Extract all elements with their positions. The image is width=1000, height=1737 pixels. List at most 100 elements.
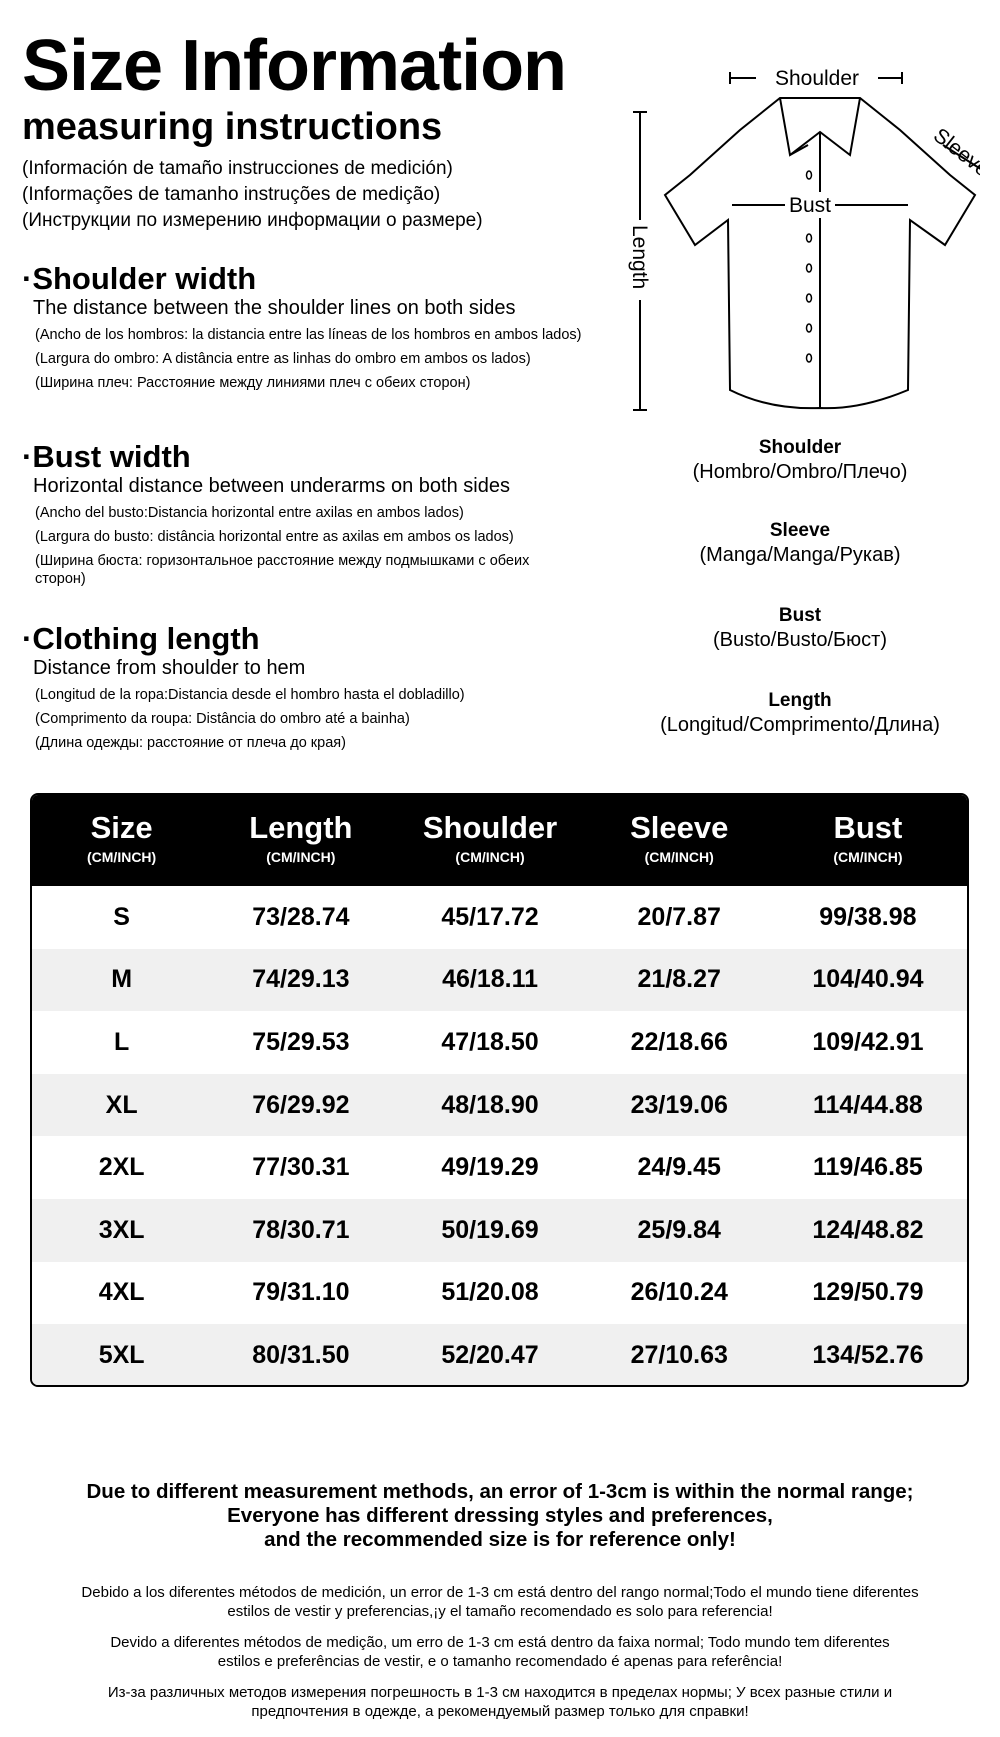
footer-bold: Due to different measurement methods, an…	[40, 1480, 960, 1552]
table-cell: 134/52.76	[812, 1340, 924, 1369]
table-cell: 24/9.45	[637, 1153, 721, 1182]
footer-bold-line: Due to different measurement methods, an…	[86, 1480, 914, 1503]
table-cell: 26/10.24	[630, 1278, 728, 1307]
column-header: Length (CM/INCH)	[211, 795, 390, 886]
footer-note-ru: Из-за различных методов измерения погреш…	[107, 1684, 893, 1720]
column-unit: (CM/INCH)	[455, 849, 525, 866]
section-heading: ·Shoulder width	[22, 261, 257, 296]
size-table: Size (CM/INCH) Length (CM/INCH) Shoulder (CM/…	[30, 793, 969, 1387]
column-header: Sleeve (CM/INCH)	[590, 795, 769, 886]
table-cell: 73/28.74	[252, 902, 350, 931]
page-subtitle: measuring instructions	[22, 106, 443, 148]
table-cell: S	[113, 902, 130, 931]
table-cell: 21/8.27	[637, 965, 721, 994]
table-cell: XL	[105, 1090, 138, 1119]
legend-shoulder: Shoulder (Hombro/Ombro/Плечо)	[650, 435, 950, 484]
diagram-shoulder-label: Shoulder	[775, 67, 859, 90]
column-name: Bust	[833, 810, 903, 845]
column-name: Sleeve	[630, 810, 729, 845]
table-cell: 50/19.69	[441, 1215, 539, 1244]
column-unit: (CM/INCH)	[644, 849, 714, 866]
table-cell: 4XL	[98, 1278, 145, 1307]
legend-term: Sleeve	[769, 520, 831, 541]
table-cell: 74/29.13	[252, 965, 350, 994]
diagram-length-label: Length	[628, 225, 651, 289]
legend-term: Length	[768, 690, 832, 711]
diagram-sleeve-label: Sleeve	[929, 124, 980, 182]
table-row: M 74/29.13 46/18.11 21/8.27 104/40.94	[32, 948, 967, 1012]
footer-note-pt: Devido a diferentes métodos de medição, …	[110, 1634, 890, 1670]
table-cell: 5XL	[98, 1340, 145, 1369]
legend-trans: (Longitud/Comprimento/Длина)	[660, 713, 940, 736]
table-cell: 25/9.84	[637, 1215, 721, 1244]
table-cell: 3XL	[98, 1215, 145, 1244]
table-header: Size (CM/INCH) Length (CM/INCH) Shoulder (CM/…	[32, 795, 967, 886]
section-desc: Distance from shoulder to hem	[33, 657, 306, 680]
column-name: Length	[249, 810, 353, 845]
table-cell: 52/20.47	[441, 1340, 539, 1369]
legend-trans: (Manga/Manga/Рукав)	[699, 543, 901, 566]
table-cell: 104/40.94	[812, 965, 924, 994]
legend-trans: (Hombro/Ombro/Плечо)	[692, 460, 908, 483]
table-cell: M	[111, 965, 133, 994]
table-cell: 46/18.11	[442, 965, 538, 994]
table-row: L 75/29.53 47/18.50 22/18.66 109/42.91	[32, 1011, 967, 1074]
table-cell: 2XL	[98, 1153, 145, 1182]
table-cell: 48/18.90	[441, 1090, 539, 1119]
table-cell: 49/19.29	[441, 1153, 539, 1182]
table-cell: 78/30.71	[252, 1215, 350, 1244]
table-cell: 45/17.72	[441, 902, 539, 931]
table-cell: L	[113, 1027, 130, 1056]
section-note: (Comprimento da roupa: Distância do ombr…	[35, 711, 410, 728]
legend-trans: (Busto/Busto/Бюст)	[712, 628, 887, 651]
table-cell: 114/44.88	[813, 1090, 923, 1119]
section-note: (Длина одежды: расстояние от плеча до кр…	[35, 735, 346, 752]
column-unit: (CM/INCH)	[833, 849, 903, 866]
diagram-bust-label: Bust	[789, 194, 831, 217]
translation-line: (Инструкции по измерению информации о ра…	[22, 210, 483, 231]
section-length: ·Clothing length Distance from shoulder …	[22, 621, 465, 752]
table-row: 4XL 79/31.10 51/20.08 26/10.24 129/50.79	[32, 1262, 967, 1325]
legend-bust: Bust (Busto/Busto/Бюст)	[650, 603, 950, 652]
table-cell: 79/31.10	[252, 1278, 350, 1307]
section-note: (Ancho de los hombros: la distancia entr…	[35, 327, 582, 344]
table-cell: 77/30.31	[252, 1153, 350, 1182]
column-name: Size	[90, 810, 153, 845]
table-row: 2XL 77/30.31 49/19.29 24/9.45 119/46.85	[32, 1136, 967, 1199]
legend-sleeve: Sleeve (Manga/Manga/Рукав)	[650, 518, 950, 567]
table-row: 5XL 80/31.50 52/20.47 27/10.63 134/52.76	[32, 1324, 967, 1385]
section-note: (Largura do busto: distância horizontal …	[35, 529, 514, 546]
footer-bold-line: Everyone has different dressing styles a…	[227, 1504, 773, 1527]
table-row: 3XL 78/30.71 50/19.69 25/9.84 124/48.82	[32, 1198, 967, 1262]
table-cell: 23/19.06	[630, 1090, 728, 1119]
section-bust: ·Bust width Horizontal distance between …	[22, 439, 582, 589]
column-header: Shoulder (CM/INCH)	[390, 795, 589, 886]
table-cell: 129/50.79	[812, 1278, 924, 1307]
legend-length: Length (Longitud/Comprimento/Длина)	[650, 688, 950, 737]
footer-bold-line: and the recommended size is for referenc…	[264, 1528, 736, 1551]
shirt-diagram: Shoulder Bust Sleeve Length	[628, 65, 980, 411]
column-header: Size (CM/INCH)	[32, 795, 211, 886]
table-cell: 119/46.85	[813, 1153, 923, 1182]
column-name: Shoulder	[422, 810, 558, 845]
section-shoulder: ·Shoulder width The distance between the…	[22, 261, 582, 392]
table-cell: 99/38.98	[819, 902, 917, 931]
table-cell: 124/48.82	[812, 1215, 924, 1244]
table-row: XL 76/29.92 48/18.90 23/19.06 114/44.88	[32, 1073, 967, 1137]
legend-term: Bust	[778, 605, 822, 626]
table-body: S 73/28.74 45/17.72 20/7.87 99/38.98 M 74/29.1…	[32, 886, 967, 1385]
table-cell: 109/42.91	[812, 1027, 924, 1056]
table-cell: 20/7.87	[637, 902, 721, 931]
table-cell: 22/18.66	[630, 1027, 728, 1056]
section-note: (Ancho del busto:Distancia horizontal en…	[35, 505, 464, 522]
table-cell: 27/10.63	[630, 1340, 728, 1369]
table-row: S 73/28.74 45/17.72 20/7.87 99/38.98	[32, 886, 967, 949]
column-unit: (CM/INCH)	[87, 849, 157, 866]
section-note: (Longitud de la ropa:Distancia desde el …	[35, 687, 465, 704]
table-cell: 80/31.50	[252, 1340, 350, 1369]
column-header: Bust (CM/INCH)	[769, 795, 967, 886]
section-heading: ·Clothing length	[22, 621, 260, 656]
table-cell: 51/20.08	[441, 1278, 539, 1307]
footer-note-es: Debido a los diferentes métodos de medic…	[81, 1584, 919, 1620]
section-note: (Ширина плеч: Расстояние между линиями п…	[35, 375, 471, 392]
